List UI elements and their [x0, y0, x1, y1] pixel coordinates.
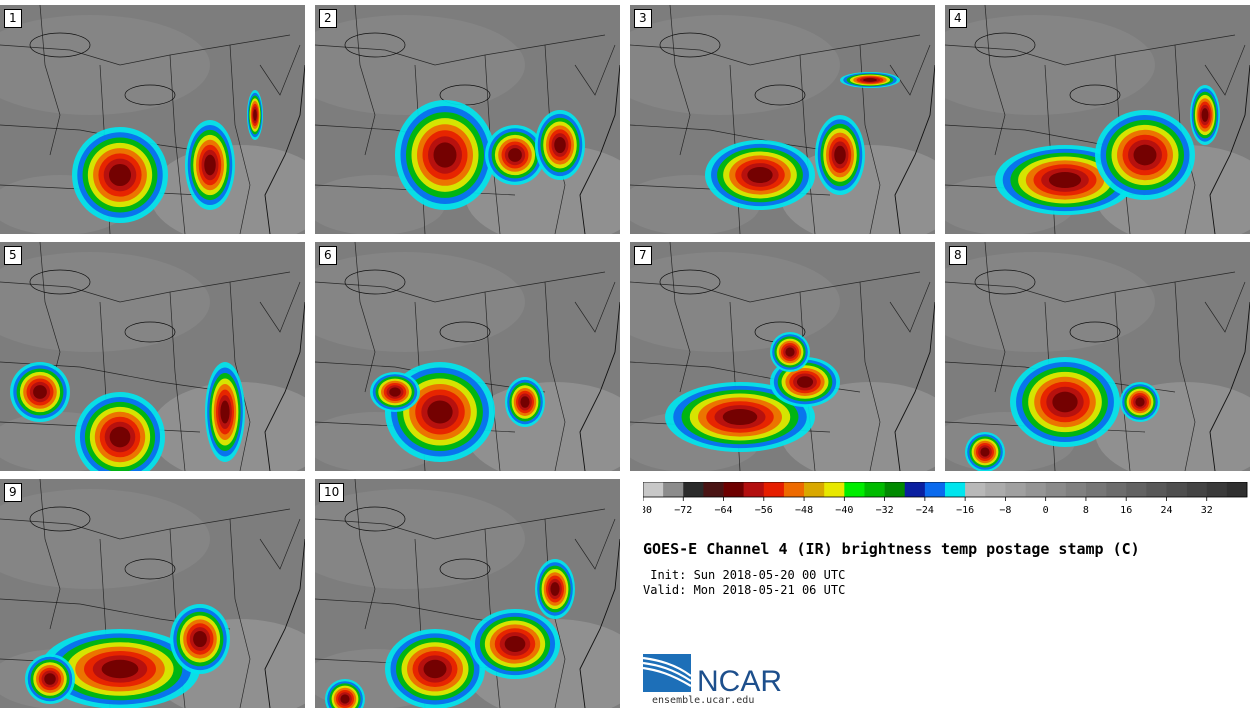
colorbar-tick-label: −48: [795, 505, 813, 516]
colorbar-swatch: [1106, 482, 1127, 497]
postage-stamp-panel-5: 5: [0, 242, 305, 471]
colorbar-swatch: [904, 482, 926, 497]
ir-map-10: [315, 479, 620, 708]
panel-number-label: 2: [319, 9, 337, 28]
postage-stamp-panel-6: 6: [315, 242, 620, 471]
colorbar-swatch: [703, 482, 724, 497]
ir-map-4: [945, 5, 1250, 234]
colorbar-swatch: [1045, 482, 1067, 497]
ncar-logo: NCAR: [643, 654, 782, 694]
panel-number-label: 7: [634, 246, 652, 265]
postage-stamp-panel-2: 2: [315, 5, 620, 234]
panel-number-label: 1: [4, 9, 22, 28]
panel-number-label: 9: [4, 483, 22, 502]
colorbar-tick-label: −24: [916, 505, 934, 516]
colorbar-swatch: [763, 482, 785, 497]
ir-map-7: [630, 242, 935, 471]
figure-title: GOES-E Channel 4 (IR) brightness temp po…: [643, 540, 1140, 558]
postage-stamp-panel-8: 8: [945, 242, 1250, 471]
colorbar-tick-label: −72: [674, 505, 692, 516]
colorbar-swatch: [1206, 482, 1228, 497]
colorbar-tick-label: −16: [956, 505, 974, 516]
colorbar-swatch: [783, 482, 805, 497]
colorbar-swatch: [1025, 482, 1046, 497]
site-url: ensemble.ucar.edu: [652, 695, 755, 706]
postage-stamp-panel-7: 7: [630, 242, 935, 471]
colorbar-swatch: [884, 482, 906, 497]
colorbar-swatch: [743, 482, 765, 497]
colorbar-swatch: [1226, 482, 1248, 497]
colorbar-tick-label: 24: [1160, 505, 1172, 516]
colorbar-tick-label: 8: [1083, 505, 1089, 516]
colorbar-swatch: [1186, 482, 1208, 497]
panel-number-label: 6: [319, 246, 337, 265]
colorbar-swatch: [945, 482, 966, 497]
colorbar-swatch: [663, 482, 684, 497]
ncar-logo-text: NCAR: [697, 665, 782, 694]
valid-time: Valid: Mon 2018-05-21 06 UTC: [643, 583, 846, 597]
colorbar-swatch: [643, 482, 664, 497]
ir-map-8: [945, 242, 1250, 471]
postage-stamp-panel-10: 10: [315, 479, 620, 708]
colorbar-swatch: [1146, 482, 1167, 497]
colorbar-tick-label: −56: [755, 505, 773, 516]
ir-map-3: [630, 5, 935, 234]
colorbar-tick-label: −80: [643, 505, 652, 516]
colorbar-tick-label: −64: [715, 505, 733, 516]
colorbar-tick-label: −8: [999, 505, 1011, 516]
colorbar-swatch: [965, 482, 986, 497]
colorbar-swatch: [1005, 482, 1026, 497]
colorbar-tick-label: 16: [1120, 505, 1132, 516]
postage-stamp-panel-1: 1: [0, 5, 305, 234]
colorbar-tick-label: −40: [835, 505, 853, 516]
panel-number-label: 10: [319, 483, 345, 502]
colorbar-tick-label: 32: [1201, 505, 1213, 516]
ir-map-1: [0, 5, 305, 234]
postage-stamp-panel-9: 9: [0, 479, 305, 708]
colorbar-swatch: [1126, 482, 1147, 497]
colorbar-swatch: [824, 482, 845, 497]
ir-map-9: [0, 479, 305, 708]
colorbar-swatch: [864, 482, 885, 497]
postage-stamp-panel-4: 4: [945, 5, 1250, 234]
panel-number-label: 4: [949, 9, 967, 28]
colorbar-tick-label: −32: [876, 505, 894, 516]
panel-number-label: 8: [949, 246, 967, 265]
init-time: Init: Sun 2018-05-20 00 UTC: [643, 568, 846, 582]
panel-number-label: 3: [634, 9, 652, 28]
colorbar-tick-label: 0: [1043, 505, 1049, 516]
colorbar-swatch: [804, 482, 825, 497]
colorbar-swatch: [723, 482, 744, 497]
colorbar-swatch: [683, 482, 704, 497]
colorbar-swatch: [985, 482, 1006, 497]
ir-map-2: [315, 5, 620, 234]
colorbar-swatch: [1166, 482, 1187, 497]
colorbar-swatch: [1085, 482, 1107, 497]
postage-stamp-panel-3: 3: [630, 5, 935, 234]
ir-map-6: [315, 242, 620, 471]
ir-map-5: [0, 242, 305, 471]
colorbar-swatch: [844, 482, 865, 497]
panel-number-label: 5: [4, 246, 22, 265]
colorbar-swatch: [1065, 482, 1087, 497]
colorbar-swatch: [924, 482, 946, 497]
